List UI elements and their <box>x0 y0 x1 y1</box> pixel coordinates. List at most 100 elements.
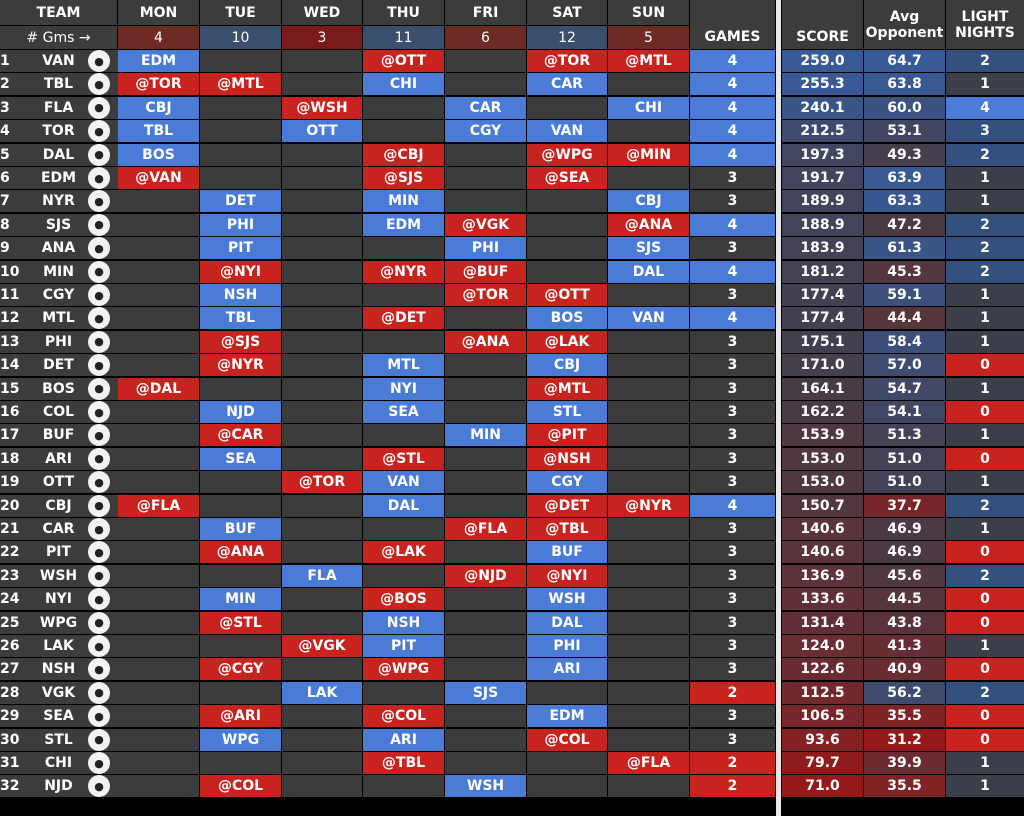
row-team: VAN <box>37 50 80 72</box>
team-logo-icon: ● <box>88 611 110 634</box>
row-score: 183.9 <box>782 237 863 260</box>
game-cell-sun <box>608 73 689 96</box>
row-rank: 2 <box>0 73 37 96</box>
row-score: 153.0 <box>782 447 863 470</box>
row-rank: 4 <box>0 120 37 143</box>
row-light-nights: 1 <box>946 752 1024 774</box>
row-games-count: 2 <box>690 752 775 774</box>
game-cell-fri <box>445 611 526 634</box>
row-rank: 26 <box>0 635 37 657</box>
row-light-nights: 1 <box>946 471 1024 494</box>
day-count-sun: 5 <box>608 26 689 49</box>
row-light-nights: 3 <box>946 120 1024 143</box>
row-games-count: 3 <box>690 167 775 189</box>
game-cell-sat: BUF <box>527 541 607 564</box>
game-cell-sun <box>608 541 689 564</box>
game-cell-fri: @NJD <box>445 564 526 587</box>
row-light-nights: 0 <box>946 728 1024 751</box>
games-header: GAMES <box>690 0 775 49</box>
column-divider <box>776 0 781 816</box>
game-cell-thu: @OTT <box>363 50 444 72</box>
row-rank: 7 <box>0 190 37 213</box>
game-cell-fri: @ANA <box>445 330 526 353</box>
row-light-nights: 1 <box>946 167 1024 189</box>
game-cell-sat <box>527 213 607 236</box>
row-games-count: 3 <box>690 588 775 611</box>
game-cell-wed <box>282 307 362 330</box>
game-cell-sun: @FLA <box>608 752 689 774</box>
row-team: CHI <box>37 752 80 774</box>
row-team: WSH <box>37 564 80 587</box>
game-cell-thu <box>363 424 444 447</box>
row-avg-opponent: 46.9 <box>864 518 945 540</box>
row-team: TBL <box>37 73 80 96</box>
game-cell-mon: @TOR <box>118 73 199 96</box>
row-avg-opponent: 59.1 <box>864 284 945 306</box>
game-cell-sat <box>527 260 607 283</box>
game-cell-sun <box>608 120 689 143</box>
game-cell-tue <box>200 494 281 517</box>
row-light-nights: 1 <box>946 518 1024 540</box>
team-logo-cell: ● <box>80 260 118 283</box>
game-cell-wed <box>282 447 362 470</box>
row-avg-opponent: 43.8 <box>864 611 945 634</box>
game-cell-sat: EDM <box>527 705 607 728</box>
game-cell-fri <box>445 354 526 377</box>
game-cell-fri <box>445 190 526 213</box>
game-cell-sun <box>608 284 689 306</box>
team-logo-cell: ● <box>80 377 118 400</box>
game-cell-thu: @BOS <box>363 588 444 611</box>
team-logo-cell: ● <box>80 658 118 681</box>
row-games-count: 4 <box>690 50 775 72</box>
game-cell-sat <box>527 775 607 798</box>
game-cell-sat: CBJ <box>527 354 607 377</box>
row-score: 93.6 <box>782 728 863 751</box>
game-cell-mon <box>118 728 199 751</box>
team-logo-icon: ● <box>88 494 110 517</box>
row-avg-opponent: 56.2 <box>864 681 945 704</box>
team-logo-icon: ● <box>88 541 110 564</box>
row-rank: 1 <box>0 50 37 72</box>
game-cell-sat: @MTL <box>527 377 607 400</box>
game-cell-thu: @DET <box>363 307 444 330</box>
row-team: TOR <box>37 120 80 143</box>
game-cell-wed <box>282 143 362 166</box>
team-logo-icon: ● <box>88 354 110 377</box>
row-light-nights: 1 <box>946 307 1024 330</box>
game-cell-sun: @MIN <box>608 143 689 166</box>
game-cell-thu <box>363 564 444 587</box>
game-cell-wed <box>282 284 362 306</box>
game-cell-sun <box>608 635 689 657</box>
row-score: 181.2 <box>782 260 863 283</box>
row-team: DAL <box>37 143 80 166</box>
game-cell-sat: @LAK <box>527 330 607 353</box>
game-cell-thu: NYI <box>363 377 444 400</box>
game-cell-fri <box>445 73 526 96</box>
team-logo-cell: ● <box>80 330 118 353</box>
game-cell-sat <box>527 190 607 213</box>
game-cell-sun: SJS <box>608 237 689 260</box>
row-team: CBJ <box>37 494 80 517</box>
row-score: 140.6 <box>782 518 863 540</box>
row-light-nights: 1 <box>946 330 1024 353</box>
team-logo-cell: ● <box>80 120 118 143</box>
game-cell-fri: PHI <box>445 237 526 260</box>
game-cell-sat: STL <box>527 401 607 423</box>
row-light-nights: 2 <box>946 213 1024 236</box>
game-cell-thu <box>363 681 444 704</box>
row-games-count: 3 <box>690 424 775 447</box>
row-rank: 20 <box>0 494 37 517</box>
game-cell-tue <box>200 681 281 704</box>
game-cell-thu: @COL <box>363 705 444 728</box>
team-logo-cell: ● <box>80 401 118 423</box>
game-cell-mon <box>118 775 199 798</box>
game-cell-thu <box>363 237 444 260</box>
game-cell-mon: @FLA <box>118 494 199 517</box>
row-light-nights: 0 <box>946 705 1024 728</box>
team-logo-icon: ● <box>88 752 110 774</box>
row-rank: 29 <box>0 705 37 728</box>
game-cell-fri <box>445 541 526 564</box>
row-games-count: 3 <box>690 564 775 587</box>
row-light-nights: 0 <box>946 401 1024 423</box>
game-cell-mon <box>118 611 199 634</box>
